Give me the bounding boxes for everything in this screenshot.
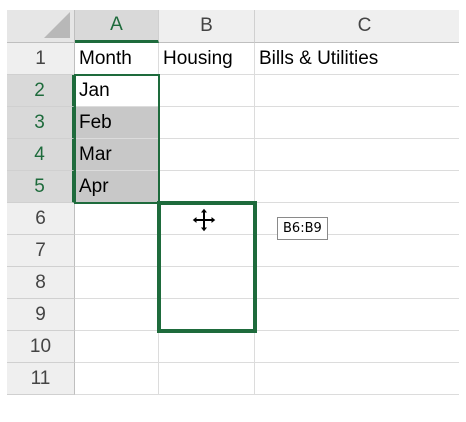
row-header-9[interactable]: 9 bbox=[7, 299, 75, 331]
row-header-11[interactable]: 11 bbox=[7, 363, 75, 395]
cell-c6[interactable] bbox=[255, 203, 459, 235]
cell-a10[interactable] bbox=[75, 331, 159, 363]
cell-b10[interactable] bbox=[159, 331, 255, 363]
cell-c8[interactable] bbox=[255, 267, 459, 299]
cell-a3[interactable]: Feb bbox=[75, 107, 159, 139]
cell-c10[interactable] bbox=[255, 331, 459, 363]
move-cursor-icon bbox=[191, 207, 217, 233]
row-header-4[interactable]: 4 bbox=[7, 139, 75, 171]
cell-b2[interactable] bbox=[159, 75, 255, 107]
row-header-8[interactable]: 8 bbox=[7, 267, 75, 299]
cell-a6[interactable] bbox=[75, 203, 159, 235]
row-header-1[interactable]: 1 bbox=[7, 43, 75, 75]
cell-b5[interactable] bbox=[159, 171, 255, 203]
cell-c9[interactable] bbox=[255, 299, 459, 331]
cell-a2[interactable]: Jan bbox=[75, 75, 159, 107]
cell-b8[interactable] bbox=[159, 267, 255, 299]
select-all-corner[interactable] bbox=[7, 10, 75, 43]
cell-c5[interactable] bbox=[255, 171, 459, 203]
cell-c3[interactable] bbox=[255, 107, 459, 139]
drag-range-tooltip: B6:B9 bbox=[277, 217, 328, 240]
row-header-6[interactable]: 6 bbox=[7, 203, 75, 235]
cell-a7[interactable] bbox=[75, 235, 159, 267]
row-header-10[interactable]: 10 bbox=[7, 331, 75, 363]
cell-a11[interactable] bbox=[75, 363, 159, 395]
cell-c1[interactable]: Bills & Utilities bbox=[255, 43, 459, 75]
spreadsheet-grid[interactable]: A B C 1 Month Housing Bills & Utilities 2 Jan 3 Fe… bbox=[7, 10, 459, 410]
cell-a1[interactable]: Month bbox=[75, 43, 159, 75]
cell-b7[interactable] bbox=[159, 235, 255, 267]
cell-a9[interactable] bbox=[75, 299, 159, 331]
cell-c4[interactable] bbox=[255, 139, 459, 171]
column-header-c[interactable]: C bbox=[255, 10, 459, 43]
cell-a5[interactable]: Apr bbox=[75, 171, 159, 203]
cell-b1[interactable]: Housing bbox=[159, 43, 255, 75]
row-header-2[interactable]: 2 bbox=[7, 75, 75, 107]
cell-c2[interactable] bbox=[255, 75, 459, 107]
select-all-triangle-icon bbox=[44, 12, 70, 38]
row-header-7[interactable]: 7 bbox=[7, 235, 75, 267]
column-header-b[interactable]: B bbox=[159, 10, 255, 43]
cell-b3[interactable] bbox=[159, 107, 255, 139]
cell-b4[interactable] bbox=[159, 139, 255, 171]
cell-b11[interactable] bbox=[159, 363, 255, 395]
row-header-3[interactable]: 3 bbox=[7, 107, 75, 139]
cell-a8[interactable] bbox=[75, 267, 159, 299]
row-header-5[interactable]: 5 bbox=[7, 171, 75, 203]
cell-c11[interactable] bbox=[255, 363, 459, 395]
cell-b9[interactable] bbox=[159, 299, 255, 331]
cell-a4[interactable]: Mar bbox=[75, 139, 159, 171]
cell-c7[interactable] bbox=[255, 235, 459, 267]
column-header-a[interactable]: A bbox=[75, 10, 159, 43]
